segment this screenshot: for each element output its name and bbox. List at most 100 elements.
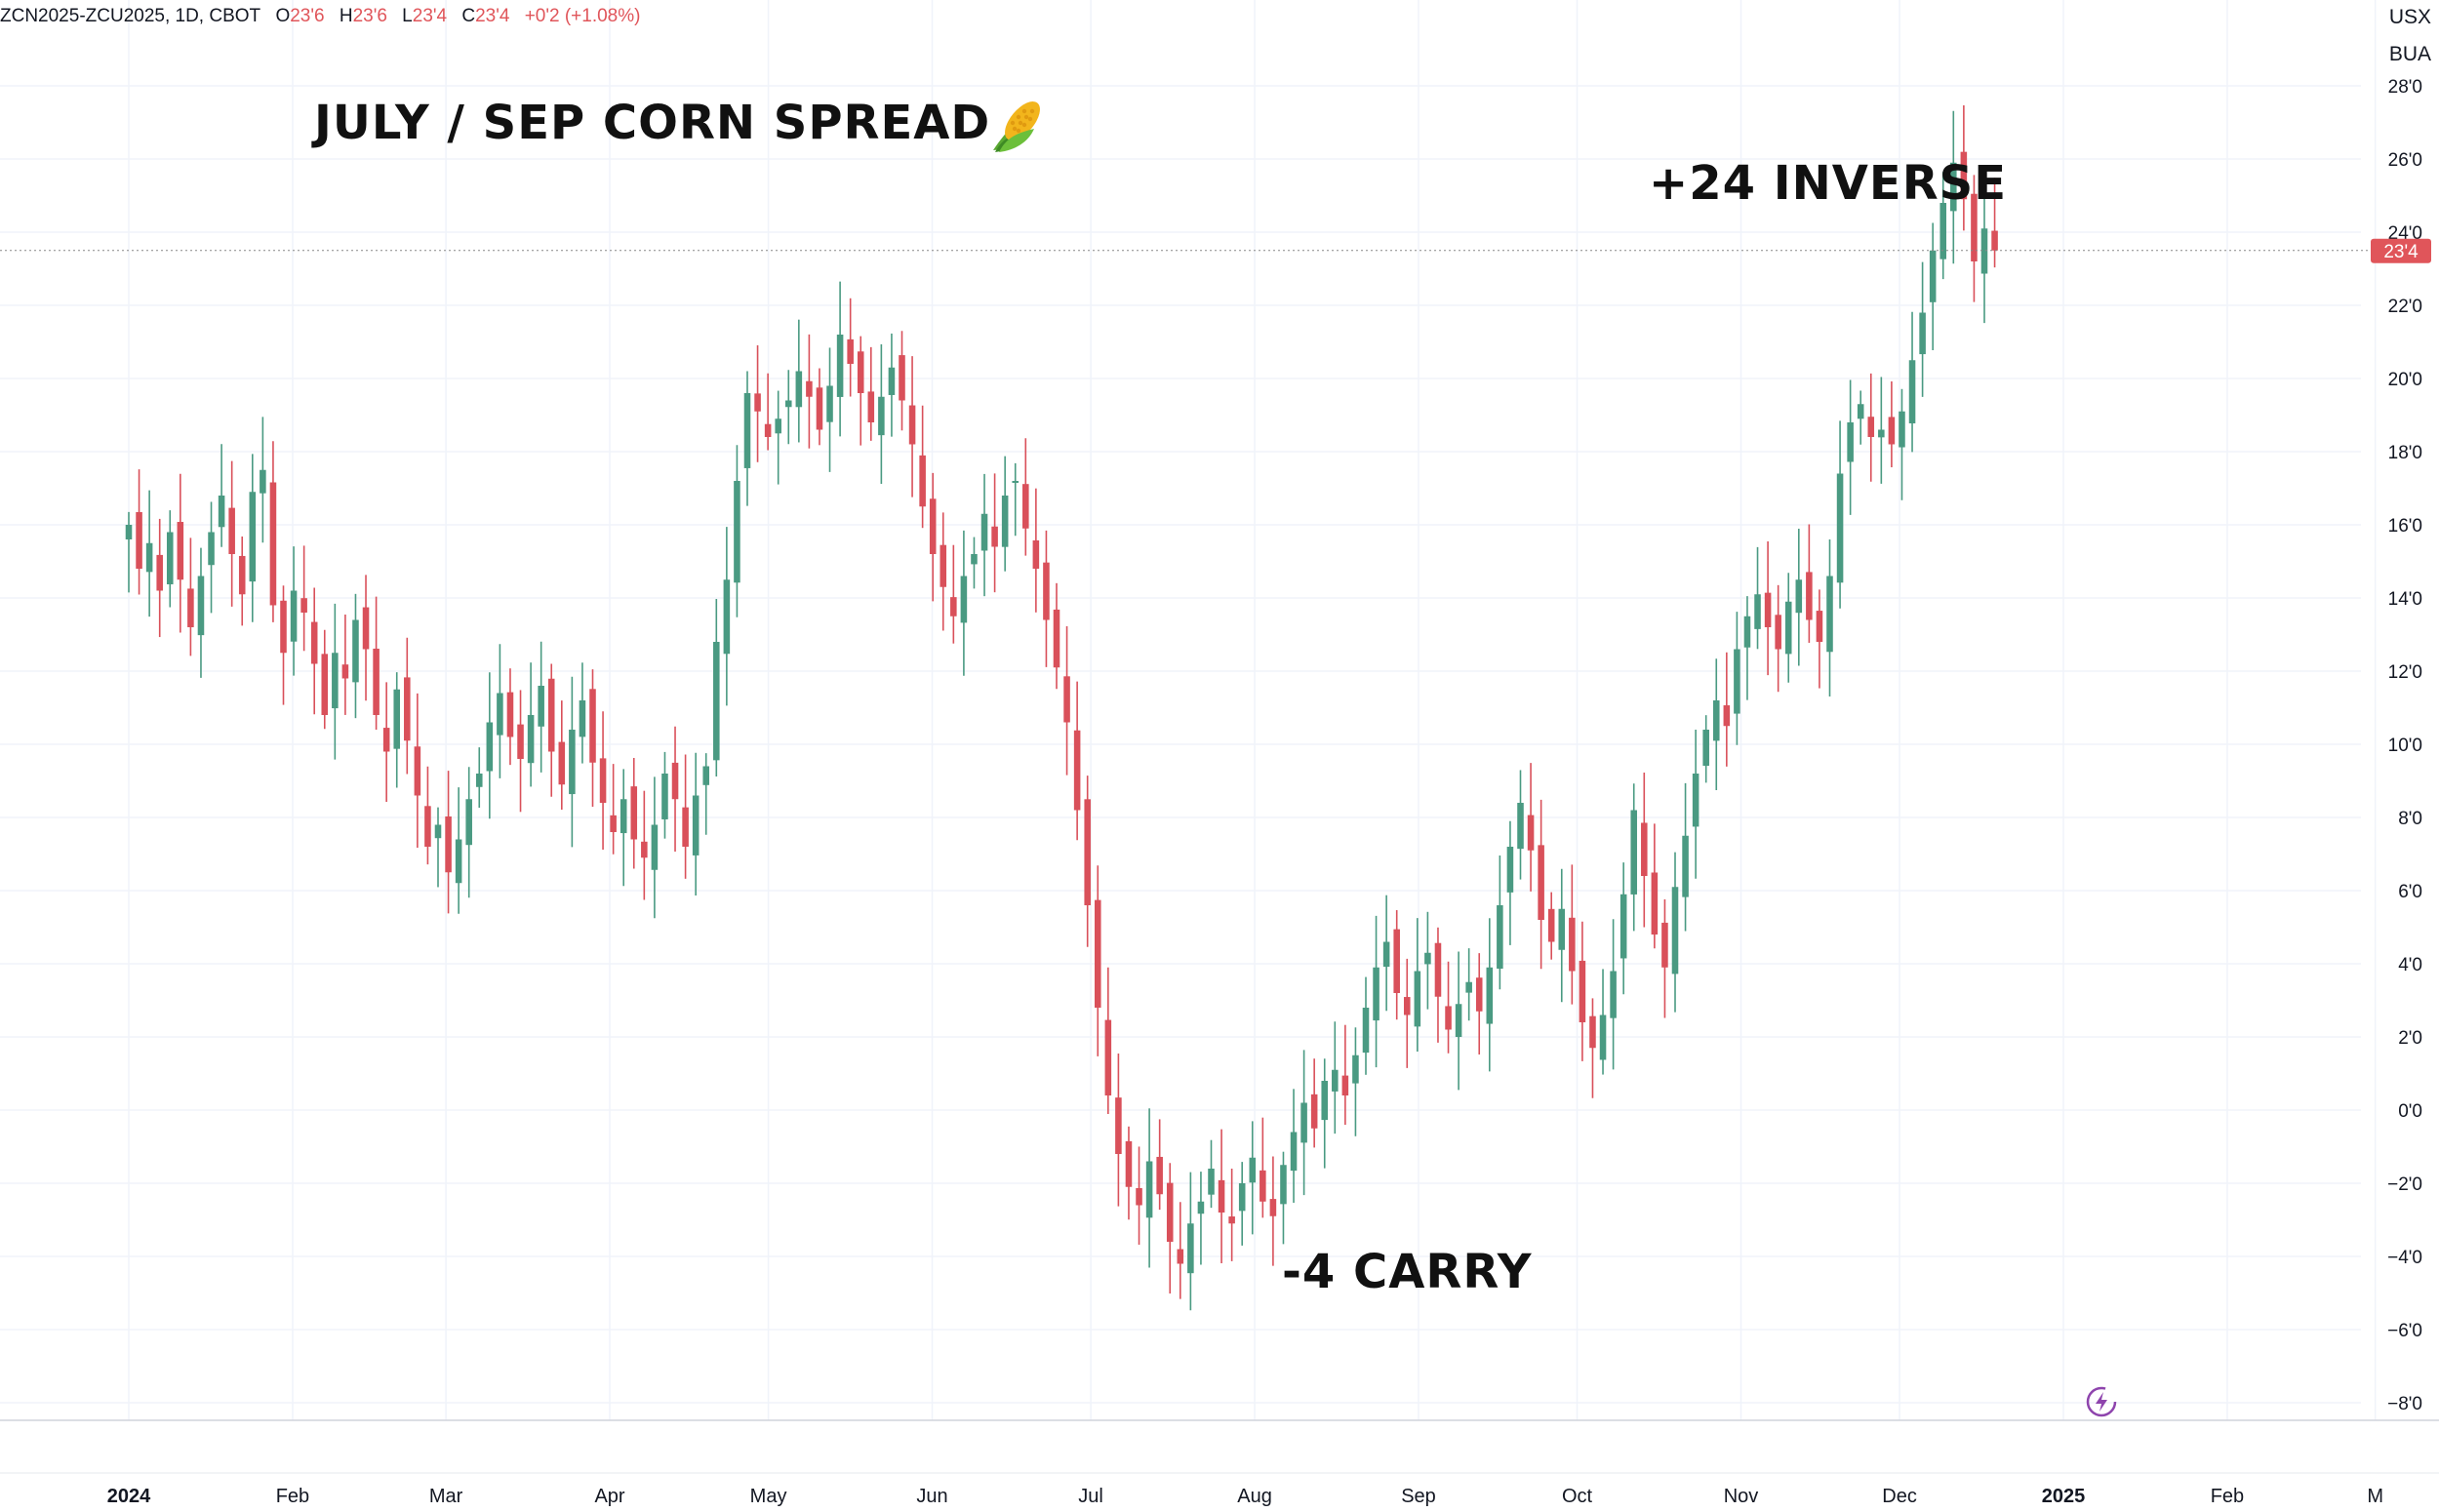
candle [187,537,194,657]
candle-body [1857,404,1864,419]
x-tick-label: M [2367,1486,2383,1507]
candle-body [1888,417,1896,445]
candle [1414,918,1421,1053]
candle-body [362,607,370,650]
time-axis[interactable]: 2024 Feb Mar Apr May Jun Jul Aug Sep Oct Nov Dec 202… [107,1486,2383,1507]
candle [1486,918,1494,1072]
candle-body [1527,815,1535,851]
candle [1053,582,1060,690]
candle-body [816,387,823,430]
candle-body [1228,1216,1235,1224]
candle-body [290,590,298,642]
candle [599,711,607,850]
candle [1166,1163,1174,1293]
candle-body [145,542,153,573]
carry-annotation[interactable]: -4 CARRY [1282,1245,1533,1299]
candle [1651,823,1659,949]
candle [1259,1117,1266,1218]
candle-body [527,715,535,764]
candle-body [1208,1169,1215,1195]
symbol-legend[interactable]: ZCN2025-ZCU2025, 1D, CBOT O23'6 H23'6 L2… [0,6,650,27]
candle-body [1971,193,1978,261]
candle-body [641,841,648,858]
candle-body [310,621,318,664]
x-tick-label: 2025 [2042,1486,2086,1507]
candle [1527,763,1535,892]
x-tick-label: Oct [1562,1486,1593,1507]
candle [260,417,266,543]
candle-body [497,693,503,736]
low-value: 23'4 [412,6,448,26]
candle [775,390,781,485]
candle [1682,782,1689,932]
y-tick-label: 28'0 [2388,77,2422,98]
candle [651,776,659,919]
y-tick-label: −4'0 [2387,1248,2422,1268]
candle-body [980,513,988,551]
candle [1538,799,1544,970]
candle-body [187,588,194,627]
candle [166,510,174,608]
candle-body [1332,1069,1339,1092]
candle-body [1001,496,1009,547]
currency-unit-bottom[interactable]: BUA [2388,43,2431,65]
y-tick-label: 26'0 [2388,150,2422,171]
candle-body [1775,615,1781,650]
candle [177,473,184,633]
candle [847,298,854,397]
candle [1300,1050,1307,1196]
candle [713,598,720,776]
chart-title-annotation[interactable]: JULY / SEP CORN SPREAD [314,96,991,150]
candle [404,637,411,775]
candle [1723,652,1731,767]
candle [1991,178,1998,268]
candle-body [1321,1081,1329,1121]
candle-body [1836,473,1844,583]
candle [743,371,751,506]
inverse-annotation[interactable]: +24 INVERSE [1649,156,2008,211]
currency-unit-top[interactable]: USX [2388,6,2431,28]
candle [1692,729,1699,879]
candle-body [1465,981,1472,993]
candle-body [1980,228,1988,274]
candle [1362,976,1370,1075]
candle-body [1166,1182,1174,1242]
candle [1826,538,1833,696]
candle-body [836,335,844,397]
candle [424,766,431,865]
candle [1517,770,1524,880]
candle [1445,961,1452,1054]
open-label: O [275,6,291,26]
candle-body [579,700,586,737]
candle [208,501,215,614]
candle-body [558,741,566,785]
y-tick-label: 14'0 [2388,589,2422,610]
candle [1908,311,1916,453]
candle-body [404,677,411,741]
candle-body [867,391,875,422]
candle [1795,528,1803,666]
candle [517,690,524,813]
y-tick-label: 16'0 [2388,516,2422,537]
candle [362,575,370,701]
x-tick-label: Nov [1724,1486,1759,1507]
y-tick-label: 12'0 [2388,662,2422,683]
candle [682,754,689,879]
price-axis[interactable]: −8'0 −6'0 −4'0 −2'0 0'0 2'0 4'0 6'0 8'0 10'0 12'0 1… [2387,77,2422,1414]
candle-body [1682,835,1689,897]
lightning-icon[interactable] [2085,1385,2118,1418]
candle [971,537,978,589]
candle-body [280,600,287,654]
x-tick-label: Jun [916,1486,947,1507]
low-label: L [402,6,413,26]
candle-body [218,496,225,528]
candle-body [414,746,421,796]
candle [228,460,235,607]
y-tick-label: −2'0 [2387,1174,2422,1195]
candle-body [1558,908,1566,950]
x-tick-label: Feb [276,1486,309,1507]
candle-body [569,730,576,795]
candle-body [341,664,349,679]
candle [125,511,133,593]
